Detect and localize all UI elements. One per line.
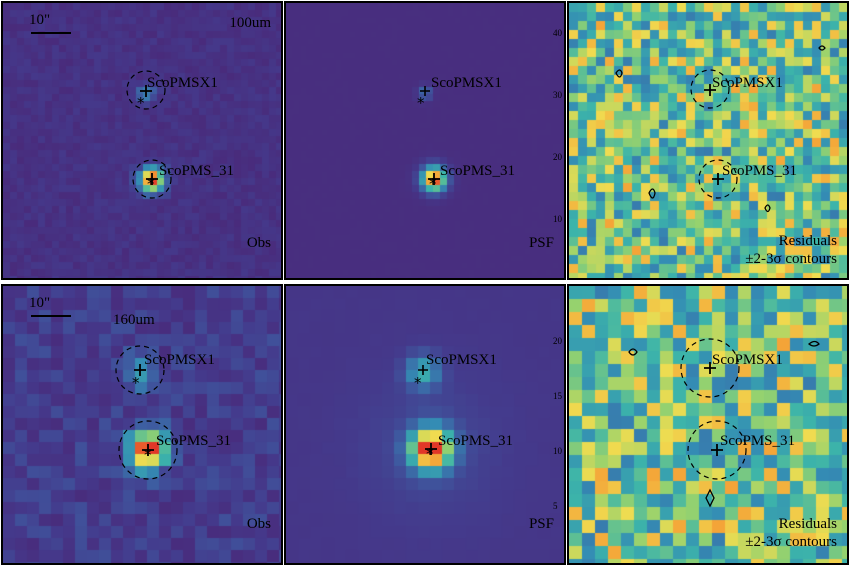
- aperture-scopms31: [118, 420, 178, 480]
- residual-image-100um: [569, 3, 847, 278]
- obs-overlay-100um: * *: [126, 70, 172, 199]
- source-label-scopms31: ScoPMS_31: [722, 163, 798, 179]
- star-marker: *: [147, 175, 155, 193]
- psf-panel-160um: * * ScoPMSX1 ScoPMS_31 20 15 10 5 PSF: [284, 284, 566, 565]
- residual-overlay-100um: [615, 45, 826, 213]
- tick-label: 20: [553, 152, 562, 162]
- plus-marker: [712, 173, 724, 185]
- source-label-scopms31: ScoPMS_31: [159, 163, 235, 179]
- scale-line: [31, 315, 71, 317]
- plus-marker: [704, 84, 716, 96]
- scale-bar: 10": [29, 295, 71, 317]
- residual-overlay-160um: [628, 338, 820, 508]
- panel-label-contours: ±2-3σ contours: [745, 534, 837, 550]
- panel-label-psf: PSF: [528, 235, 554, 251]
- tick-label: 10: [553, 446, 562, 456]
- contour: [764, 204, 771, 213]
- tick-label: 40: [553, 28, 562, 38]
- aperture-scopms31: [698, 159, 738, 199]
- star-marker: *: [144, 446, 152, 464]
- psf-image-100um: [286, 3, 564, 278]
- band-label: 160um: [113, 312, 155, 328]
- residual-panel-160um: ScoPMSX1 ScoPMS_31 Residuals ±2-3σ conto…: [567, 284, 849, 565]
- obs-image-100um: [3, 3, 281, 278]
- psf-overlay-160um: * *: [414, 365, 437, 463]
- scale-line: [31, 32, 71, 34]
- source-label-scopmsx1: ScoPMSX1: [147, 75, 218, 91]
- residual-image-160um: [569, 286, 847, 563]
- obs-panel-160um: * * 10" 160um ScoPMSX1 ScoPMS_31 Obs: [1, 284, 283, 565]
- source-label-scopms31: ScoPMS_31: [440, 163, 516, 179]
- plus-marker: [704, 362, 716, 374]
- contour: [807, 340, 820, 347]
- star-marker: *: [417, 94, 425, 112]
- plus-marker: [420, 86, 430, 96]
- tick-label: 10: [553, 214, 562, 224]
- axis-ticks: 20 15 10 5: [553, 336, 562, 511]
- contour: [648, 188, 656, 199]
- contour: [615, 69, 623, 78]
- source-label-scopms31: ScoPMS_31: [156, 433, 232, 449]
- source-label-scopmsx1: ScoPMSX1: [431, 75, 502, 91]
- psf-overlay-100um: * *: [417, 86, 440, 193]
- star-marker: *: [426, 445, 434, 463]
- aperture-scopms31: [132, 159, 172, 199]
- plus-marker: [425, 443, 437, 455]
- aperture-scopmsx1: [680, 338, 740, 398]
- obs-image-160um: [3, 286, 281, 563]
- star-marker: *: [137, 94, 145, 112]
- plus-marker: [146, 173, 158, 185]
- band-label: 100um: [229, 15, 271, 31]
- scale-label: 10": [29, 295, 51, 311]
- tick-label: 15: [553, 391, 562, 401]
- source-label-scopmsx1: ScoPMSX1: [426, 352, 497, 368]
- tick-label: 20: [553, 336, 562, 346]
- contour: [628, 348, 638, 356]
- plus-marker: [134, 364, 146, 376]
- panel-label-residuals: Residuals: [778, 516, 837, 532]
- axis-ticks: 40 30 20 10: [553, 28, 562, 224]
- source-label-scopmsx1: ScoPMSX1: [144, 352, 215, 368]
- plus-marker: [428, 173, 440, 185]
- residual-panel-100um: ScoPMSX1 ScoPMS_31 Residuals ±2-3σ conto…: [567, 1, 849, 280]
- source-label-scopms31: ScoPMS_31: [720, 433, 796, 449]
- source-label-scopmsx1: ScoPMSX1: [712, 75, 783, 91]
- star-marker: *: [132, 374, 140, 392]
- panel-label-psf: PSF: [528, 516, 554, 532]
- plus-marker: [418, 365, 428, 375]
- source-label-scopmsx1: ScoPMSX1: [712, 352, 783, 368]
- plus-marker: [142, 444, 154, 456]
- plus-marker: [140, 85, 152, 97]
- panel-label-contours: ±2-3σ contours: [745, 251, 837, 267]
- plus-marker: [711, 444, 723, 456]
- contour: [705, 488, 715, 508]
- scale-bar: 10": [29, 12, 71, 34]
- contour: [818, 45, 826, 51]
- panel-label-obs: Obs: [246, 235, 271, 251]
- scale-label: 10": [29, 12, 51, 28]
- aperture-scopmsx1: [126, 70, 166, 110]
- panel-label-residuals: Residuals: [778, 233, 837, 249]
- source-label-scopms31: ScoPMS_31: [438, 433, 514, 449]
- obs-panel-100um: * * 10" 100um ScoPMSX1 ScoPMS_31 Obs: [1, 1, 283, 280]
- star-marker: *: [414, 374, 422, 392]
- psf-panel-100um: * * ScoPMSX1 ScoPMS_31 40 30 20 10 PSF: [284, 1, 566, 280]
- aperture-scopmsx1: [690, 69, 730, 109]
- aperture-scopmsx1: [115, 345, 165, 395]
- tick-label: 5: [553, 501, 558, 511]
- aperture-scopms31: [687, 420, 747, 480]
- psf-image-160um: [286, 286, 564, 563]
- tick-label: 30: [553, 90, 562, 100]
- star-marker: *: [429, 175, 437, 193]
- obs-overlay-160um: * *: [115, 345, 178, 480]
- panel-label-obs: Obs: [246, 516, 271, 532]
